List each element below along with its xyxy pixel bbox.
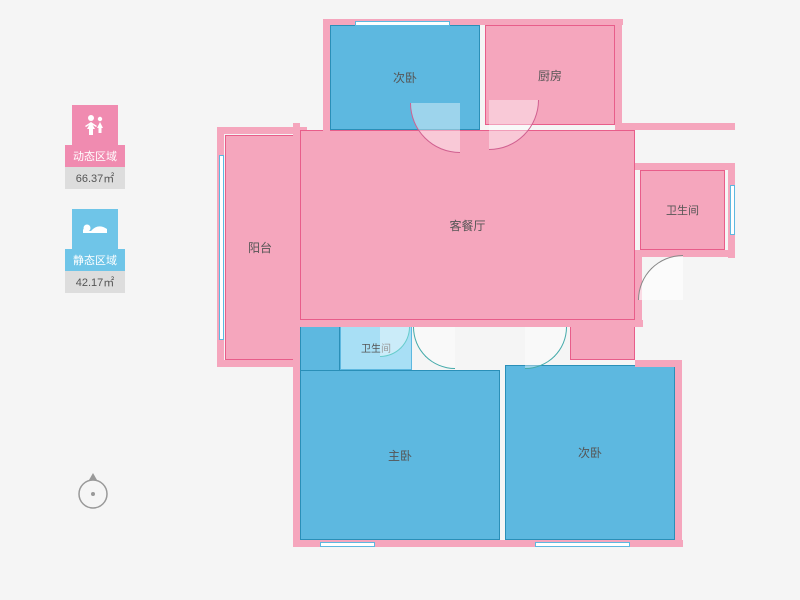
room-balcony: 阳台 bbox=[225, 135, 295, 360]
window bbox=[320, 542, 375, 547]
wall bbox=[635, 250, 735, 257]
room-label: 次卧 bbox=[578, 444, 602, 461]
door-arc bbox=[413, 327, 455, 369]
door-arc bbox=[638, 255, 683, 300]
legend-panel: 动态区域 66.37㎡ 静态区域 42.17㎡ bbox=[65, 105, 125, 313]
room-label: 阳台 bbox=[248, 239, 272, 256]
wall bbox=[293, 320, 643, 327]
people-icon bbox=[72, 105, 118, 145]
window bbox=[355, 21, 450, 26]
legend-static: 静态区域 42.17㎡ bbox=[65, 209, 125, 293]
sleep-icon bbox=[72, 209, 118, 249]
legend-dynamic: 动态区域 66.37㎡ bbox=[65, 105, 125, 189]
floorplan: 次卧 厨房 阳台 客餐厅 卫生间 卫生间 主卧 次卧 bbox=[225, 25, 745, 550]
room-master-ext bbox=[300, 325, 340, 373]
room-label: 客餐厅 bbox=[449, 217, 485, 234]
wall bbox=[615, 123, 735, 130]
wall bbox=[293, 123, 300, 543]
window bbox=[730, 185, 735, 235]
wall bbox=[323, 19, 330, 131]
room-label: 次卧 bbox=[393, 69, 417, 86]
legend-dynamic-value: 66.37㎡ bbox=[65, 167, 125, 189]
room-bath-right: 卫生间 bbox=[640, 170, 725, 250]
legend-dynamic-label: 动态区域 bbox=[65, 145, 125, 167]
legend-static-value: 42.17㎡ bbox=[65, 271, 125, 293]
wall bbox=[635, 163, 735, 170]
wall bbox=[615, 19, 622, 127]
room-label: 厨房 bbox=[538, 67, 562, 84]
room-living: 客餐厅 bbox=[300, 130, 635, 320]
room-label: 主卧 bbox=[388, 447, 412, 464]
wall bbox=[217, 360, 297, 367]
window bbox=[535, 542, 630, 547]
room-label: 卫生间 bbox=[666, 202, 699, 218]
wall bbox=[217, 127, 297, 134]
compass-icon bbox=[75, 470, 111, 506]
room-master: 主卧 bbox=[300, 370, 500, 540]
window bbox=[219, 155, 224, 340]
wall bbox=[675, 360, 682, 547]
door-arc bbox=[525, 327, 567, 369]
wall bbox=[635, 360, 682, 367]
room-bedroom-br: 次卧 bbox=[505, 365, 675, 540]
legend-static-label: 静态区域 bbox=[65, 249, 125, 271]
